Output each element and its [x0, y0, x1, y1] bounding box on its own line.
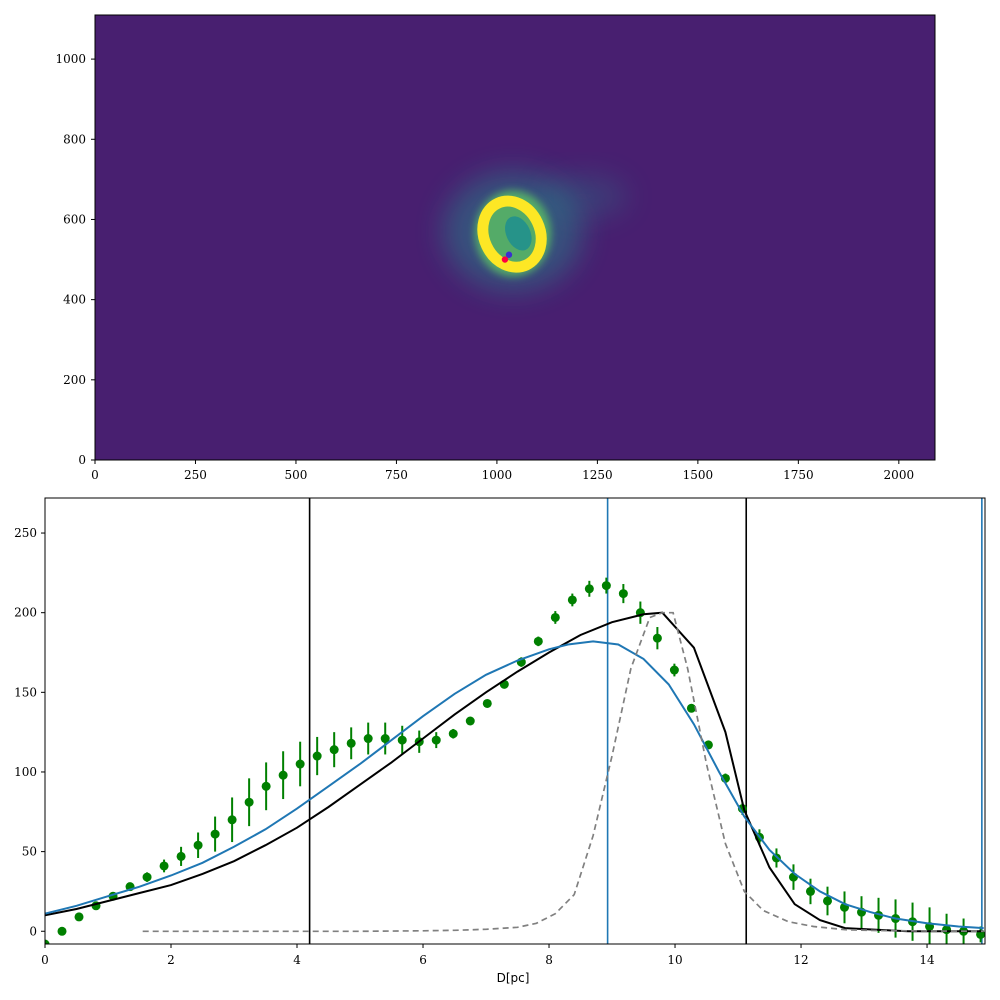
profile-frame	[44, 497, 986, 945]
profile-y-tick-label: 150	[14, 685, 37, 699]
profile-panel: 0 2 4 6 8 10 12 14 0 50 100 150 200 250 D[pc]	[14, 497, 986, 985]
data-point	[380, 734, 390, 744]
profile-y-tick-label: 200	[14, 606, 37, 620]
data-point	[533, 636, 543, 646]
diffuse-tail	[537, 174, 628, 219]
data-point	[159, 861, 169, 871]
data-point	[550, 612, 560, 622]
data-point	[652, 633, 662, 643]
data-point	[244, 797, 254, 807]
data-point	[686, 703, 696, 713]
image-y-tick-label: 800	[63, 132, 86, 146]
data-point	[601, 581, 611, 591]
image-y-tick-label: 200	[63, 373, 86, 387]
image-y-tick-label: 600	[63, 212, 86, 226]
image-x-tick-label: 2000	[884, 468, 915, 482]
data-point	[74, 912, 84, 922]
data-point	[261, 781, 271, 791]
data-point	[822, 896, 832, 906]
profile-y-tick-label: 50	[22, 845, 37, 859]
profile-x-tick-label: 12	[793, 953, 808, 967]
data-point	[448, 729, 458, 739]
profile-x-ticks: 0 2 4 6 8 10 12 14	[41, 944, 935, 967]
x-axis-label: D[pc]	[497, 971, 530, 985]
profile-x-tick-label: 14	[919, 953, 935, 967]
data-point	[142, 872, 152, 882]
data-point	[482, 698, 492, 708]
profile-x-tick-label: 6	[419, 953, 427, 967]
image-x-tick-label: 250	[184, 468, 207, 482]
profile-x-tick-label: 8	[545, 953, 553, 967]
dashed-profile-line3	[142, 611, 984, 933]
image-x-tick-label: 750	[385, 468, 408, 482]
image-x-ticks: 0 250 500 750 1000 1250 1500 1750 2000	[91, 460, 914, 482]
data-point	[397, 735, 407, 745]
image-y-tick-label: 400	[63, 293, 86, 307]
profile-x-tick-label: 2	[167, 953, 175, 967]
data-point	[176, 851, 186, 861]
image-y-tick-label: 0	[78, 453, 86, 467]
data-point	[805, 886, 815, 896]
image-y-tick-label: 1000	[55, 52, 86, 66]
image-x-tick-label: 500	[285, 468, 308, 482]
data-point	[295, 759, 305, 769]
profile-y-tick-label: 250	[14, 526, 37, 540]
data-point	[278, 770, 288, 780]
data-point	[193, 840, 203, 850]
bright-ring	[477, 195, 547, 273]
image-x-tick-label: 1500	[683, 468, 714, 482]
profile-y-tick-label: 100	[14, 765, 37, 779]
data-point	[618, 589, 628, 599]
data-point	[431, 735, 441, 745]
image-y-ticks: 0 200 400 600 800 1000	[55, 52, 95, 467]
data-point	[465, 716, 475, 726]
data-point	[584, 584, 594, 594]
profile-x-tick-label: 10	[667, 953, 682, 967]
profile-y-tick-label: 0	[29, 924, 37, 938]
image-x-tick-label: 1250	[582, 468, 613, 482]
profile-plot-area	[45, 498, 985, 944]
data-point	[57, 926, 67, 936]
position-markers	[501, 251, 513, 263]
data-point	[329, 745, 339, 755]
errorbar-series	[45, 577, 985, 944]
profile-y-ticks: 0 50 100 150 200 250	[14, 526, 45, 938]
data-point	[669, 665, 679, 675]
data-point	[363, 734, 373, 744]
data-point	[312, 751, 322, 761]
profile-x-tick-label: 0	[41, 953, 49, 967]
ring-interior	[505, 216, 532, 251]
image-x-tick-label: 0	[91, 468, 99, 482]
marker-1	[505, 251, 513, 258]
data-point	[567, 595, 577, 605]
model-line-1	[45, 611, 984, 933]
image-panel: 0 250 500 750 1000 1250 1500 1750 2000 0 200 400 60…	[55, 14, 936, 482]
source-emission-blob	[442, 171, 628, 292]
image-x-tick-label: 1000	[482, 468, 513, 482]
image-frame	[94, 14, 936, 461]
profile-x-tick-label: 4	[293, 953, 301, 967]
data-point	[346, 738, 356, 748]
marker-0	[501, 256, 509, 263]
data-point	[227, 815, 237, 825]
model-line-2	[45, 640, 984, 930]
image-x-tick-label: 1750	[783, 468, 814, 482]
data-point	[45, 939, 50, 944]
data-point	[210, 829, 220, 839]
